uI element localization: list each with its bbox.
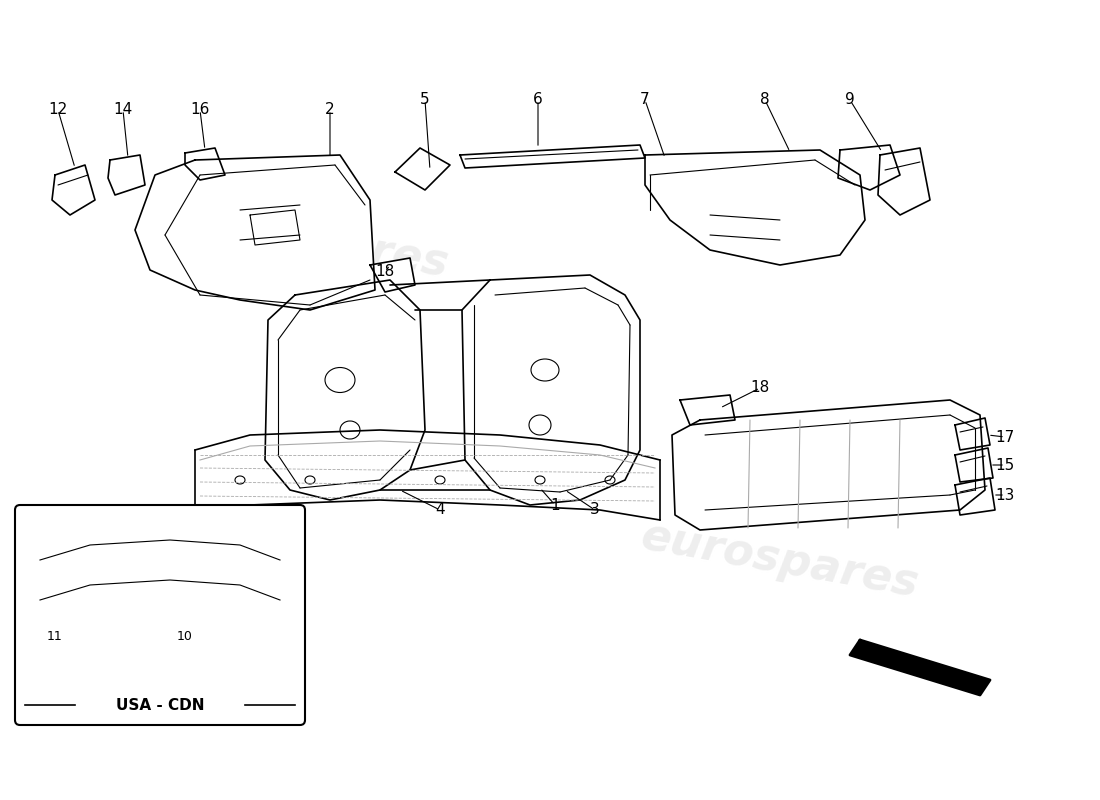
Polygon shape bbox=[460, 145, 645, 168]
Text: USA - CDN: USA - CDN bbox=[116, 698, 205, 713]
Polygon shape bbox=[462, 275, 640, 505]
Polygon shape bbox=[955, 448, 993, 482]
Polygon shape bbox=[370, 258, 415, 292]
Text: 14: 14 bbox=[113, 102, 133, 118]
Text: 2: 2 bbox=[326, 102, 334, 118]
Text: 17: 17 bbox=[996, 430, 1014, 445]
Text: eurospares: eurospares bbox=[638, 514, 922, 606]
Polygon shape bbox=[878, 148, 930, 215]
Text: 18: 18 bbox=[750, 381, 770, 395]
Text: 5: 5 bbox=[420, 93, 430, 107]
Polygon shape bbox=[135, 155, 375, 310]
Text: 18: 18 bbox=[375, 265, 395, 279]
Polygon shape bbox=[680, 395, 735, 425]
Polygon shape bbox=[645, 150, 865, 265]
Text: 13: 13 bbox=[996, 487, 1014, 502]
Polygon shape bbox=[672, 400, 984, 530]
Text: 8: 8 bbox=[760, 93, 770, 107]
Text: 9: 9 bbox=[845, 93, 855, 107]
Text: 16: 16 bbox=[190, 102, 210, 118]
Text: 1: 1 bbox=[550, 498, 560, 513]
Text: 3: 3 bbox=[590, 502, 600, 518]
Polygon shape bbox=[955, 418, 990, 450]
Text: 4: 4 bbox=[436, 502, 444, 518]
Text: 7: 7 bbox=[640, 93, 650, 107]
Polygon shape bbox=[265, 280, 425, 500]
FancyBboxPatch shape bbox=[15, 505, 305, 725]
Text: 12: 12 bbox=[48, 102, 67, 118]
Polygon shape bbox=[185, 148, 226, 180]
Polygon shape bbox=[52, 165, 95, 215]
Polygon shape bbox=[395, 148, 450, 190]
Polygon shape bbox=[850, 640, 990, 695]
Text: 10: 10 bbox=[177, 630, 192, 643]
Text: 11: 11 bbox=[47, 630, 63, 643]
Polygon shape bbox=[108, 155, 145, 195]
Polygon shape bbox=[955, 478, 996, 515]
Text: eurospares: eurospares bbox=[167, 194, 452, 286]
Text: 6: 6 bbox=[534, 93, 543, 107]
Text: 15: 15 bbox=[996, 458, 1014, 473]
Polygon shape bbox=[838, 145, 900, 190]
